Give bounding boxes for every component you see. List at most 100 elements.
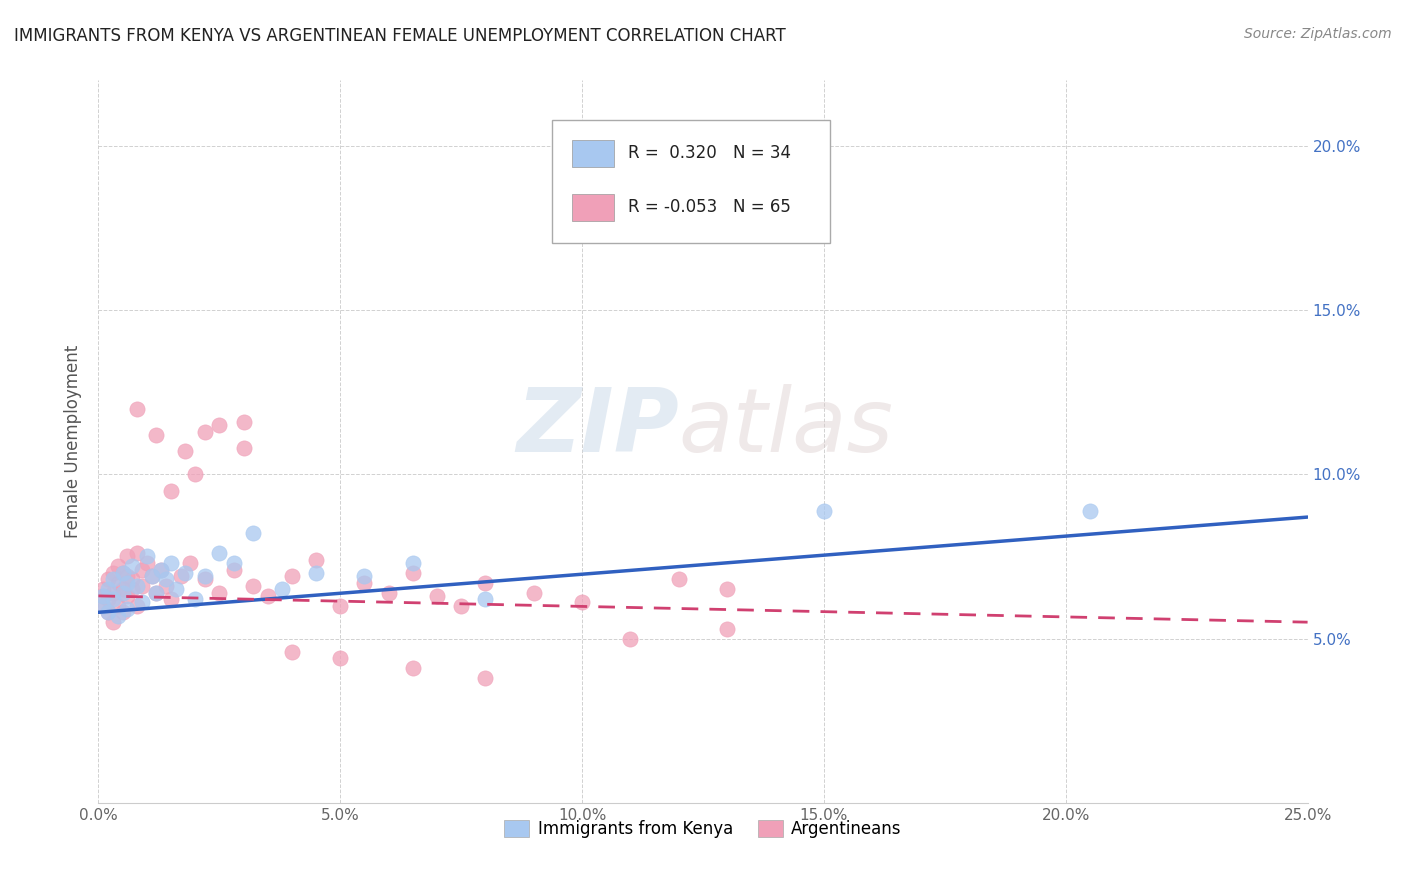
Point [97,605,120,619]
Point [474,575,496,590]
FancyBboxPatch shape [572,194,613,221]
Point [208,546,231,560]
Point [121,559,143,574]
Point [97,573,120,587]
Point [165,582,187,597]
Point [111,566,134,580]
Point [117,589,139,603]
Text: Source: ZipAtlas.com: Source: ZipAtlas.com [1244,27,1392,41]
Point [101,592,124,607]
Point [91,589,114,603]
Point [174,566,197,580]
Point [242,526,264,541]
Point [117,575,139,590]
Point [141,569,163,583]
Point [91,589,114,603]
Point [160,483,183,498]
Point [813,503,835,517]
Point [174,444,197,458]
Point [111,605,134,619]
Point [1078,503,1101,517]
Point [111,585,134,599]
Point [305,566,328,580]
Point [571,595,593,609]
Point [127,546,149,560]
Point [179,556,201,570]
Point [127,401,149,416]
Legend: Immigrants from Kenya, Argentineans: Immigrants from Kenya, Argentineans [498,814,908,845]
Point [474,671,496,685]
Point [131,579,153,593]
Point [117,549,139,564]
Point [668,573,690,587]
Point [474,592,496,607]
Point [242,579,264,593]
Point [107,575,129,590]
Point [222,563,245,577]
Point [716,622,738,636]
Point [155,579,177,593]
Point [107,608,129,623]
Point [208,585,231,599]
Point [101,573,124,587]
Point [117,569,139,583]
Point [91,599,114,613]
Point [716,582,738,597]
Y-axis label: Female Unemployment: Female Unemployment [65,345,83,538]
FancyBboxPatch shape [551,120,830,243]
Point [101,585,124,599]
Text: R = -0.053: R = -0.053 [628,198,717,217]
Point [141,569,163,583]
Point [353,575,375,590]
Point [160,592,183,607]
Point [121,573,143,587]
Point [256,589,278,603]
Point [194,573,217,587]
Text: N = 65: N = 65 [734,198,792,217]
Point [135,549,157,564]
Point [353,569,375,583]
Point [91,582,114,597]
Point [101,566,124,580]
Point [111,582,134,597]
Point [523,585,546,599]
Point [97,592,120,607]
Point [160,556,183,570]
Point [377,585,399,599]
Point [305,553,328,567]
Point [97,605,120,619]
Point [155,573,177,587]
Point [107,559,129,574]
Text: ZIP: ZIP [516,384,679,471]
Point [101,615,124,630]
Point [402,566,425,580]
Point [208,418,231,433]
Point [450,599,472,613]
Point [222,556,245,570]
Point [329,651,352,665]
Point [281,645,304,659]
Point [127,599,149,613]
Point [194,569,217,583]
Point [426,589,449,603]
Text: IMMIGRANTS FROM KENYA VS ARGENTINEAN FEMALE UNEMPLOYMENT CORRELATION CHART: IMMIGRANTS FROM KENYA VS ARGENTINEAN FEM… [14,27,786,45]
Point [145,585,167,599]
Point [402,556,425,570]
Point [97,582,120,597]
Point [184,467,207,482]
Point [281,569,304,583]
Point [232,441,254,455]
FancyBboxPatch shape [572,139,613,167]
Point [111,566,134,580]
Text: atlas: atlas [679,384,894,470]
Point [329,599,352,613]
Point [194,425,217,439]
Point [131,595,153,609]
Point [271,582,294,597]
Point [145,428,167,442]
Point [121,582,143,597]
Point [150,563,173,577]
Text: R =  0.320: R = 0.320 [628,145,717,162]
Point [169,569,191,583]
Point [131,563,153,577]
